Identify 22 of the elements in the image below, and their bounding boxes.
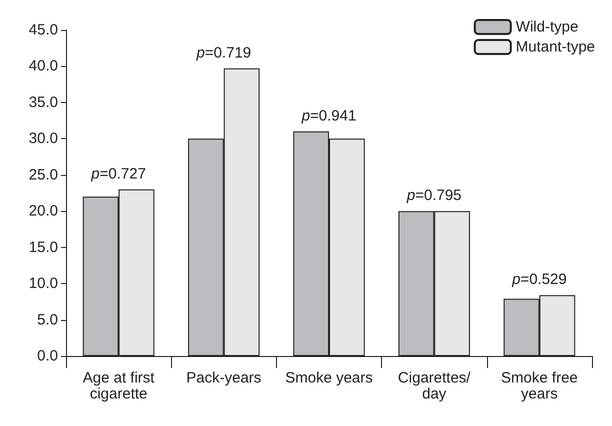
annotation: p=0.941 [300,107,356,124]
legend-label: Wild-type [516,18,578,36]
x-tick-label: Cigarettes/ day [398,370,472,402]
y-tick-label: 15.0 [28,238,58,256]
y-tick-label: 45.0 [28,22,58,38]
y-tick-label: 30.0 [28,130,58,148]
annotation: p=0.529 [511,271,567,288]
x-tick-label: Smoke free years [501,370,578,402]
annotation: p=0.719 [195,44,252,62]
x-tick-label: Pack-years [186,370,262,386]
x-tick-label: Age at first cigarette [82,370,156,402]
y-tick-label: 20.0 [28,202,58,220]
annotation: p=0.795 [406,187,462,204]
y-tick-label: 5.0 [37,311,58,328]
y-tick-label: 25.0 [28,166,58,184]
y-tick-label: 0.0 [37,348,58,364]
y-tick-label: 10.0 [28,275,58,292]
x-tick-label: Smoke years [285,370,373,386]
legend-label: Mutant-type [516,38,596,56]
y-tick-label: 35.0 [28,94,58,111]
annotation: p=0.727 [90,165,146,182]
y-tick-label: 40.0 [28,58,58,75]
